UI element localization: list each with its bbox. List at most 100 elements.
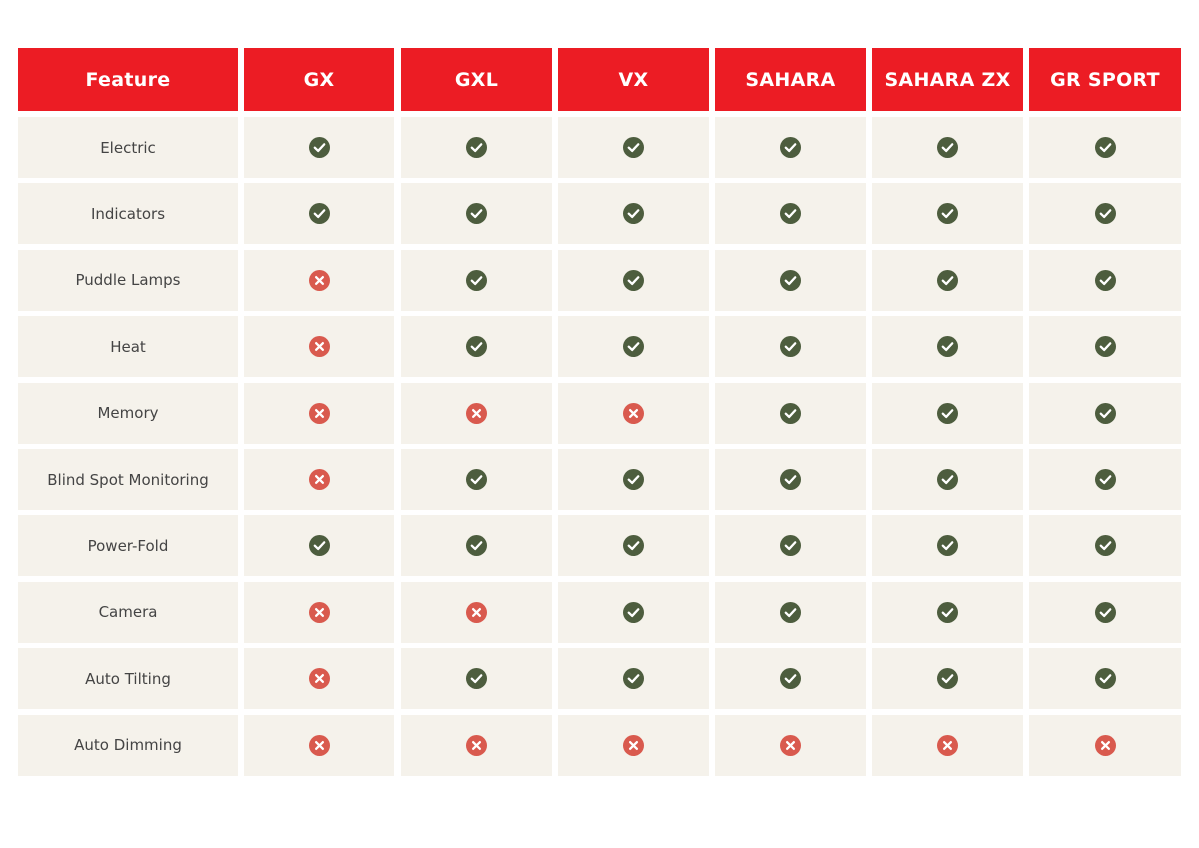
value-cell xyxy=(1029,714,1181,776)
value-cell xyxy=(401,449,552,510)
check-icon xyxy=(780,535,801,557)
check-icon xyxy=(466,203,487,225)
value-cell xyxy=(558,316,709,378)
value-cell xyxy=(558,249,709,311)
value-cell xyxy=(244,183,394,245)
value-cell xyxy=(401,117,552,178)
header-cell: GX xyxy=(244,48,394,111)
check-icon xyxy=(623,601,644,623)
cross-icon xyxy=(308,668,330,690)
value-cell xyxy=(244,714,394,776)
value-cell xyxy=(872,316,1023,378)
value-cell xyxy=(872,714,1023,776)
feature-cell: Blind Spot Monitoring xyxy=(18,449,238,510)
check-icon xyxy=(308,137,330,158)
value-cell xyxy=(558,449,709,510)
value-cell xyxy=(244,382,394,444)
feature-cell: Auto Tilting xyxy=(18,648,238,710)
check-icon xyxy=(623,269,644,291)
value-cell xyxy=(558,581,709,643)
check-icon xyxy=(780,668,801,690)
feature-cell: Indicators xyxy=(18,183,238,245)
feature-cell: Electric xyxy=(18,117,238,178)
value-cell xyxy=(558,183,709,245)
value-cell xyxy=(715,648,866,710)
value-cell xyxy=(872,382,1023,444)
cross-icon xyxy=(308,734,330,756)
cross-icon xyxy=(1094,734,1116,756)
feature-cell: Power-Fold xyxy=(18,515,238,577)
value-cell xyxy=(244,648,394,710)
value-cell xyxy=(401,714,552,776)
value-cell xyxy=(401,515,552,577)
value-cell xyxy=(872,249,1023,311)
cross-icon xyxy=(937,734,958,756)
value-cell xyxy=(715,183,866,245)
header-cell: SAHARA ZX xyxy=(872,48,1023,111)
feature-cell: Camera xyxy=(18,581,238,643)
cross-icon xyxy=(780,734,801,756)
cross-icon xyxy=(466,734,487,756)
header-cell: GXL xyxy=(401,48,552,111)
value-cell xyxy=(1029,183,1181,245)
cross-icon xyxy=(308,601,330,623)
cross-icon xyxy=(308,336,330,358)
value-cell xyxy=(558,714,709,776)
header-cell: SAHARA xyxy=(715,48,866,111)
check-icon xyxy=(780,601,801,623)
check-icon xyxy=(1094,469,1116,490)
check-icon xyxy=(780,137,801,158)
check-icon xyxy=(780,469,801,490)
check-icon xyxy=(1094,668,1116,690)
value-cell xyxy=(401,316,552,378)
check-icon xyxy=(1094,535,1116,557)
check-icon xyxy=(937,203,958,225)
value-cell xyxy=(1029,117,1181,178)
value-cell xyxy=(244,249,394,311)
check-icon xyxy=(937,535,958,557)
check-icon xyxy=(937,137,958,158)
check-icon xyxy=(466,336,487,358)
check-icon xyxy=(466,469,487,490)
value-cell xyxy=(558,648,709,710)
value-cell xyxy=(872,449,1023,510)
value-cell xyxy=(244,581,394,643)
feature-cell: Heat xyxy=(18,316,238,378)
cross-icon xyxy=(466,402,487,424)
value-cell xyxy=(715,714,866,776)
value-cell xyxy=(401,249,552,311)
value-cell xyxy=(1029,515,1181,577)
value-cell xyxy=(401,183,552,245)
value-cell xyxy=(244,316,394,378)
check-icon xyxy=(623,203,644,225)
value-cell xyxy=(244,515,394,577)
feature-cell: Memory xyxy=(18,382,238,444)
check-icon xyxy=(623,469,644,490)
check-icon xyxy=(937,469,958,490)
check-icon xyxy=(937,269,958,291)
value-cell xyxy=(1029,449,1181,510)
value-cell xyxy=(1029,382,1181,444)
value-cell xyxy=(1029,249,1181,311)
check-icon xyxy=(937,402,958,424)
value-cell xyxy=(715,382,866,444)
check-icon xyxy=(1094,137,1116,158)
check-icon xyxy=(308,535,330,557)
value-cell xyxy=(558,382,709,444)
value-cell xyxy=(401,581,552,643)
feature-cell: Puddle Lamps xyxy=(18,249,238,311)
value-cell xyxy=(715,449,866,510)
cross-icon xyxy=(623,402,644,424)
check-icon xyxy=(937,336,958,358)
cross-icon xyxy=(466,601,487,623)
check-icon xyxy=(1094,203,1116,225)
value-cell xyxy=(1029,316,1181,378)
value-cell xyxy=(244,117,394,178)
cross-icon xyxy=(308,469,330,490)
value-cell xyxy=(715,117,866,178)
value-cell xyxy=(1029,648,1181,710)
value-cell xyxy=(715,249,866,311)
check-icon xyxy=(1094,336,1116,358)
check-icon xyxy=(1094,269,1116,291)
